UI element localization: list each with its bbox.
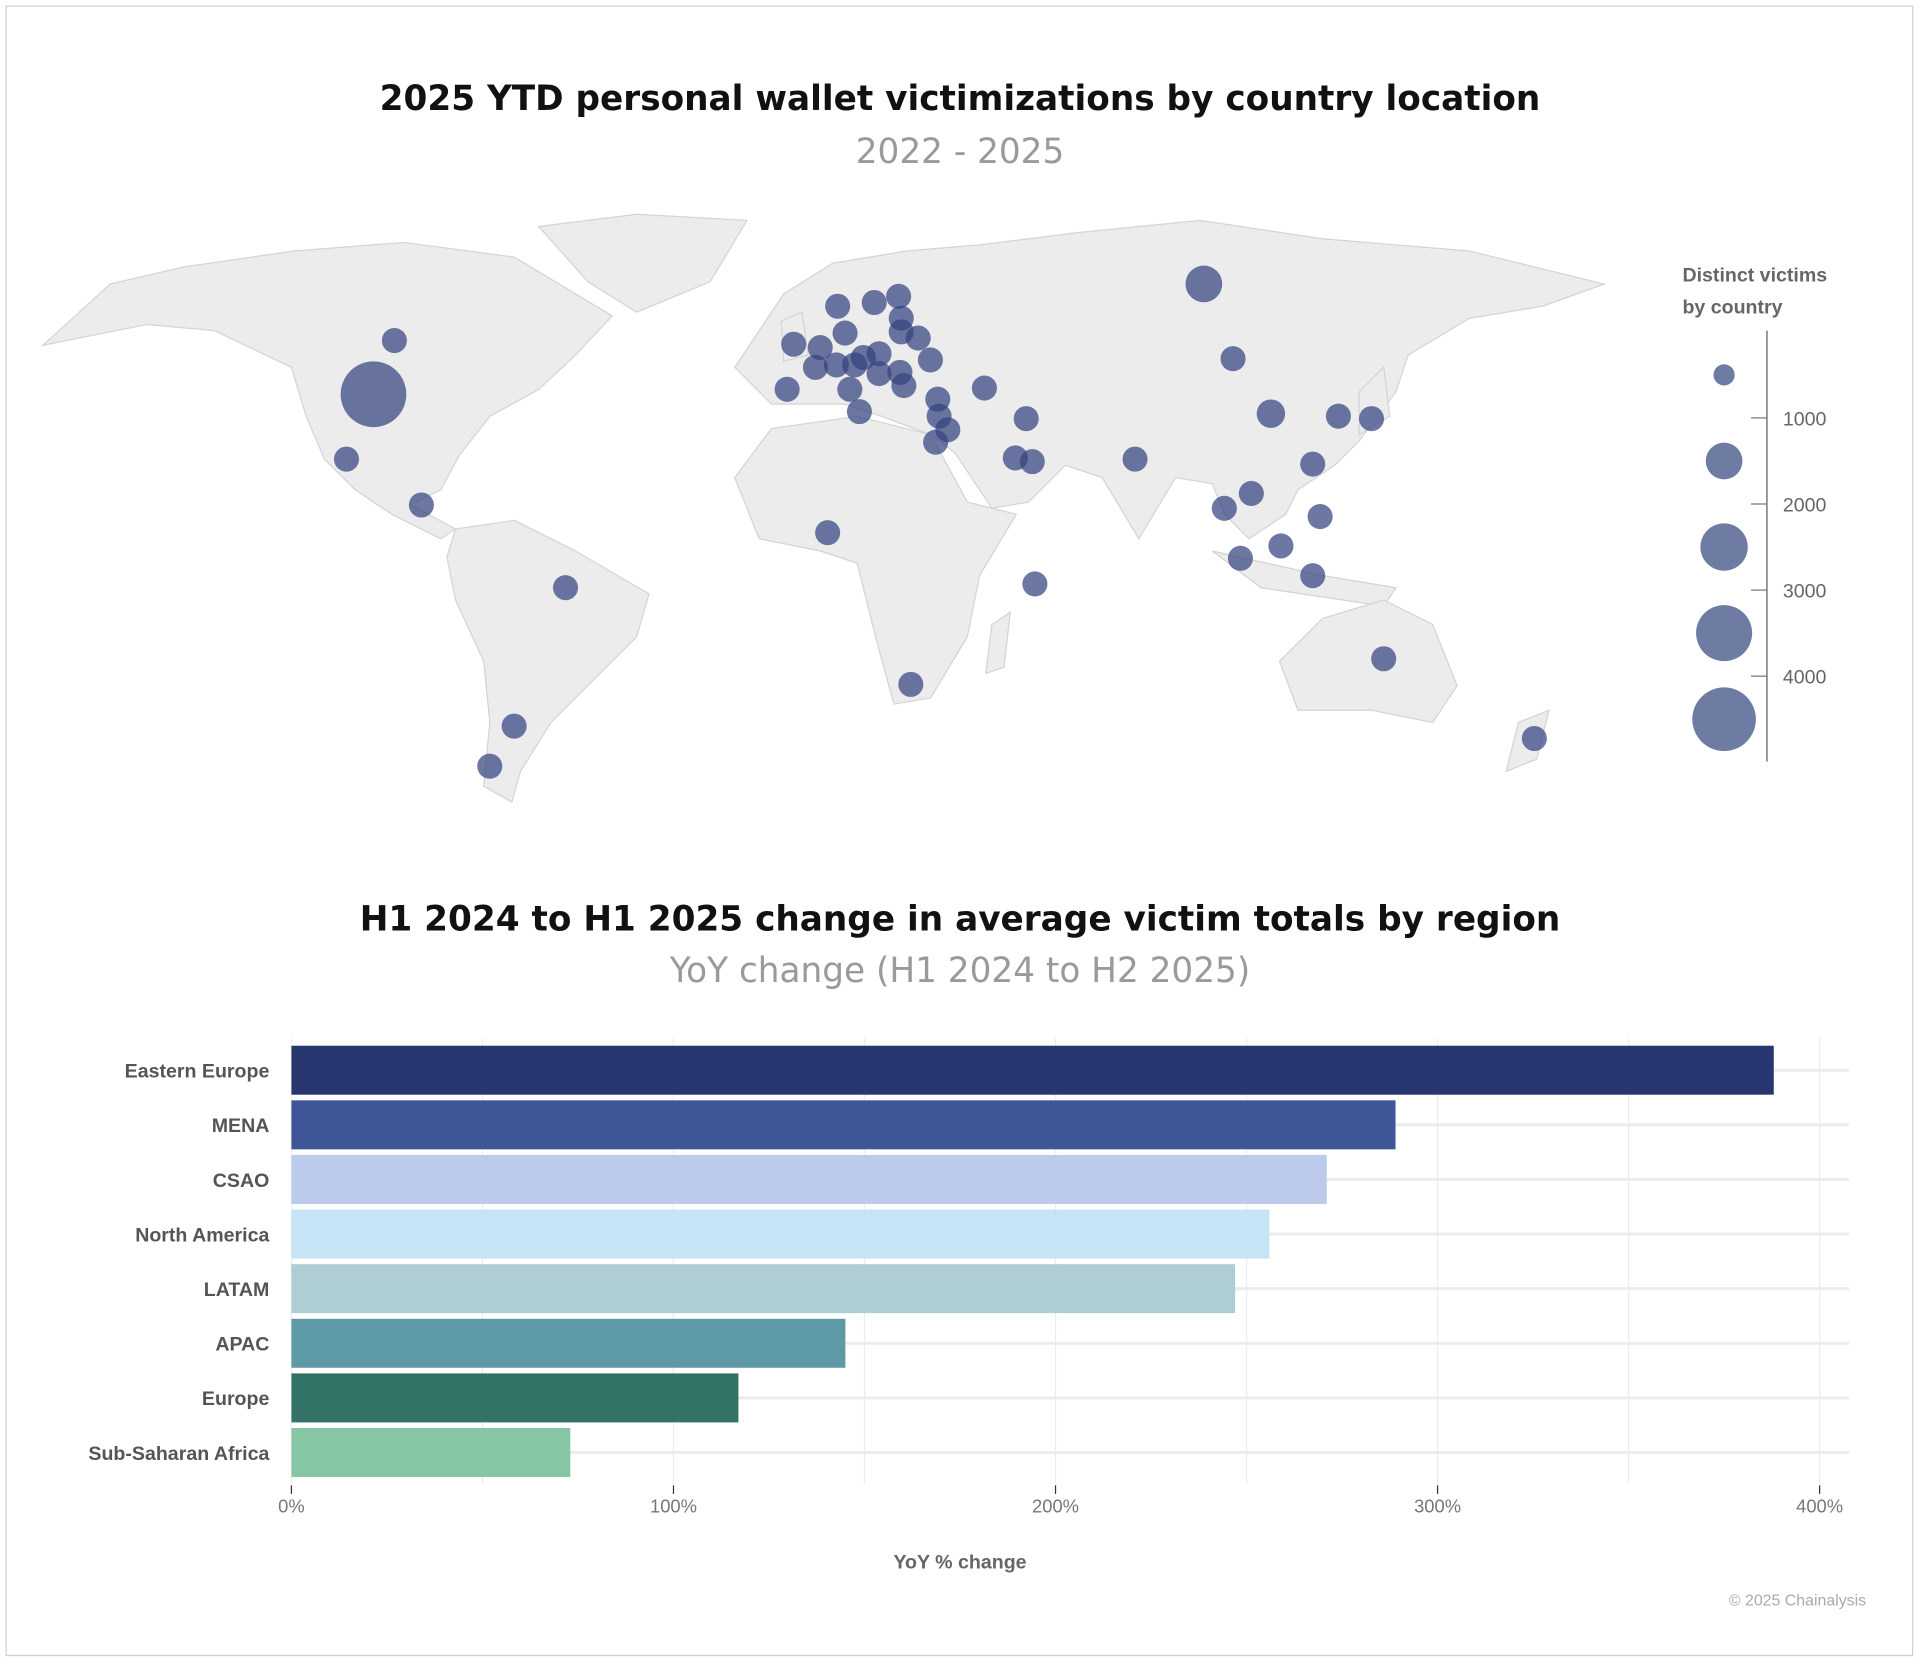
map-bubble <box>837 376 863 402</box>
category-label: LATAM <box>204 1279 270 1301</box>
map-bubble <box>807 335 833 361</box>
map-bubble <box>905 325 931 351</box>
world-map <box>40 213 1607 803</box>
legend-tick-label: 4000 <box>1783 667 1827 689</box>
x-tick-label: 400% <box>1796 1495 1843 1516</box>
bar <box>291 1100 1396 1150</box>
map-bubble <box>1002 445 1028 471</box>
map-bubble <box>825 293 851 319</box>
map-bubble <box>1013 406 1039 432</box>
legend-tick-label: 1000 <box>1783 408 1827 430</box>
bar <box>291 1428 571 1477</box>
legend-tick-label: 2000 <box>1783 494 1827 516</box>
map-bubble <box>891 373 917 399</box>
map-bubble <box>1307 504 1333 530</box>
legend-bubble <box>1705 442 1743 480</box>
bar <box>291 1264 1236 1314</box>
category-label: Europe <box>202 1388 270 1410</box>
category-label: Sub-Saharan Africa <box>88 1443 270 1465</box>
x-tick-label: 0% <box>278 1495 305 1516</box>
category-label: APAC <box>215 1334 269 1356</box>
bar <box>291 1045 1774 1095</box>
map-bubble <box>823 352 849 378</box>
map-bubble <box>1122 446 1148 472</box>
x-axis-label: YoY % change <box>893 1552 1026 1574</box>
south-america <box>446 519 650 803</box>
map-bubble <box>333 446 360 472</box>
map-bubble <box>781 331 807 357</box>
bar <box>291 1318 846 1368</box>
madagascar <box>984 611 1011 675</box>
map-bubble <box>1256 399 1286 428</box>
map-bubble <box>832 320 858 346</box>
x-tick-label: 100% <box>650 1495 697 1516</box>
category-label: North America <box>135 1224 270 1246</box>
map-bubble <box>1227 545 1253 571</box>
map-bubble <box>1211 495 1237 521</box>
legend-bubble <box>1713 364 1735 386</box>
north-america <box>40 241 614 540</box>
map-bubble <box>1238 480 1264 506</box>
map-bubble <box>1300 563 1326 589</box>
map-bubble <box>802 354 828 380</box>
map-bubble <box>971 375 997 401</box>
size-legend: Distinct victims by country 1000 2000 3000… <box>1682 265 1827 762</box>
bar <box>291 1373 739 1423</box>
bar-chart: Eastern Europe MENA CSAO North America LATAM… <box>88 1038 1849 1516</box>
category-label: CSAO <box>213 1170 270 1192</box>
map-bubble <box>1185 265 1223 303</box>
map-title: 2025 YTD personal wallet victimizations … <box>380 79 1541 119</box>
map-bubble <box>1358 406 1385 432</box>
bar <box>291 1154 1327 1204</box>
category-label: MENA <box>212 1115 270 1137</box>
bar-title: H1 2024 to H1 2025 change in average vic… <box>360 900 1561 940</box>
map-bubble <box>1300 451 1326 477</box>
map-bubble <box>861 289 887 316</box>
map-bubble <box>1521 725 1547 752</box>
bar <box>291 1209 1270 1259</box>
map-bubble <box>925 386 951 412</box>
map-bubble <box>408 492 434 518</box>
map-bubble <box>815 520 841 546</box>
map-bubble <box>1371 646 1397 672</box>
legend-bubble <box>1696 605 1753 662</box>
map-bubble <box>774 376 800 402</box>
map-bubble <box>1268 533 1294 559</box>
legend-tick-label: 3000 <box>1783 580 1827 602</box>
map-bubble <box>866 361 892 387</box>
x-tick-label: 200% <box>1032 1495 1079 1516</box>
australia <box>1278 599 1458 724</box>
map-bubble <box>846 399 872 425</box>
legend-title-line2: by country <box>1682 296 1782 318</box>
map-bubble <box>886 283 912 309</box>
map-subtitle: 2022 - 2025 <box>856 132 1065 172</box>
map-bubble <box>1325 403 1351 429</box>
x-tick-label: 300% <box>1414 1495 1461 1516</box>
map-bubble <box>340 361 407 428</box>
map-bubble <box>381 327 407 354</box>
legend-bubble <box>1692 687 1756 751</box>
map-bubble <box>850 344 876 371</box>
map-bubble <box>1220 346 1246 372</box>
map-bubble <box>477 753 503 779</box>
map-bubble <box>501 713 527 739</box>
category-label: Eastern Europe <box>125 1061 270 1083</box>
map-bubble <box>552 575 579 601</box>
map-bubbles <box>333 265 1547 779</box>
map-bubble <box>1022 571 1048 597</box>
frame <box>5 5 1914 1657</box>
legend-title-line1: Distinct victims <box>1682 265 1827 287</box>
greenland <box>537 213 748 313</box>
copyright: © 2025 Chainalysis <box>1729 1592 1866 1609</box>
map-bubble <box>898 671 924 697</box>
africa <box>734 415 1018 705</box>
map-bubble <box>917 347 943 373</box>
legend-bubble <box>1700 523 1748 571</box>
bar-subtitle: YoY change (H1 2024 to H2 2025) <box>669 951 1250 991</box>
